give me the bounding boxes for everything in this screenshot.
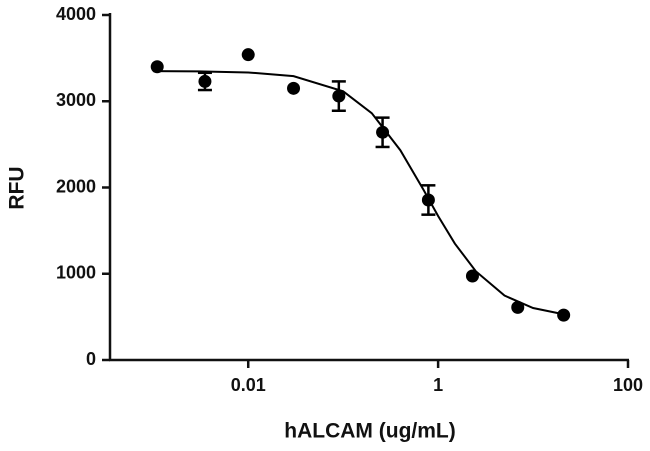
x-tick-label: 100 — [613, 375, 643, 395]
x-axis-title: hALCAM (ug/mL) — [284, 420, 455, 443]
data-point — [241, 48, 255, 62]
data-point — [557, 308, 571, 322]
y-tick-label: 1000 — [56, 263, 96, 283]
data-point — [332, 89, 346, 103]
data-point — [465, 269, 479, 283]
data-point — [287, 81, 301, 95]
y-tick-label: 4000 — [56, 4, 96, 24]
data-point — [511, 300, 525, 314]
y-axis-title: RFU — [6, 166, 29, 209]
y-tick-label: 0 — [86, 349, 96, 369]
data-point — [198, 74, 212, 88]
data-point — [376, 125, 390, 139]
fit-curve — [153, 70, 562, 315]
x-tick-label: 1 — [433, 375, 443, 395]
data-point — [150, 60, 164, 74]
y-tick-label: 3000 — [56, 90, 96, 110]
y-tick-label: 2000 — [56, 176, 96, 196]
x-tick-label: 0.01 — [231, 375, 266, 395]
data-point — [421, 193, 435, 207]
